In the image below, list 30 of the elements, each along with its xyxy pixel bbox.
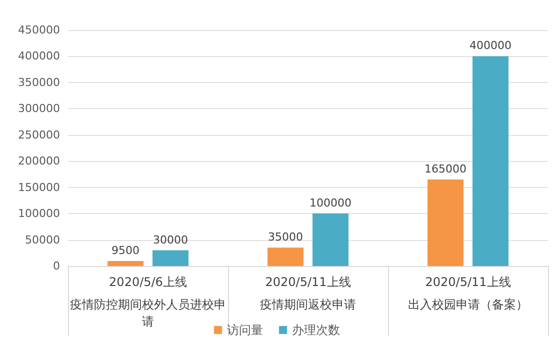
data-label: 35000 <box>268 230 303 244</box>
y-tick-label: 100000 <box>18 207 60 220</box>
y-tick-label: 300000 <box>18 102 60 116</box>
data-label: 100000 <box>310 196 352 210</box>
y-tick-label: 250000 <box>18 128 60 142</box>
bar <box>108 261 144 266</box>
y-tick-label: 50000 <box>25 233 60 246</box>
data-label: 30000 <box>153 233 188 246</box>
y-tick-label: 200000 <box>18 154 60 168</box>
bar <box>268 248 304 266</box>
text: 2020/5/11上线 <box>265 275 351 289</box>
x-tick-label: 疫情期间返校申请 <box>260 298 356 312</box>
y-tick-label: 400000 <box>18 50 60 63</box>
bar <box>472 56 508 266</box>
text: 2020/5/11上线 <box>425 275 511 289</box>
y-tick-label: 350000 <box>18 76 60 89</box>
text: 2020/5/6上线 <box>109 275 187 289</box>
y-tick-label: 450000 <box>18 24 60 36</box>
bar <box>428 179 464 266</box>
data-label: 400000 <box>470 39 512 52</box>
legend-label: 办理次数 <box>292 323 340 337</box>
x-tick-label: 出入校园申请（备案） <box>408 298 528 312</box>
y-tick-label: 150000 <box>18 180 60 194</box>
data-label: 165000 <box>424 162 466 176</box>
bar <box>312 214 348 266</box>
data-label: 9500 <box>112 244 140 258</box>
legend-label: 访问量 <box>227 323 263 337</box>
y-tick-label: 0 <box>53 260 60 272</box>
bar <box>152 250 188 266</box>
x-tick-label: 疫情防控期间校外人员进校申请 <box>70 298 226 328</box>
